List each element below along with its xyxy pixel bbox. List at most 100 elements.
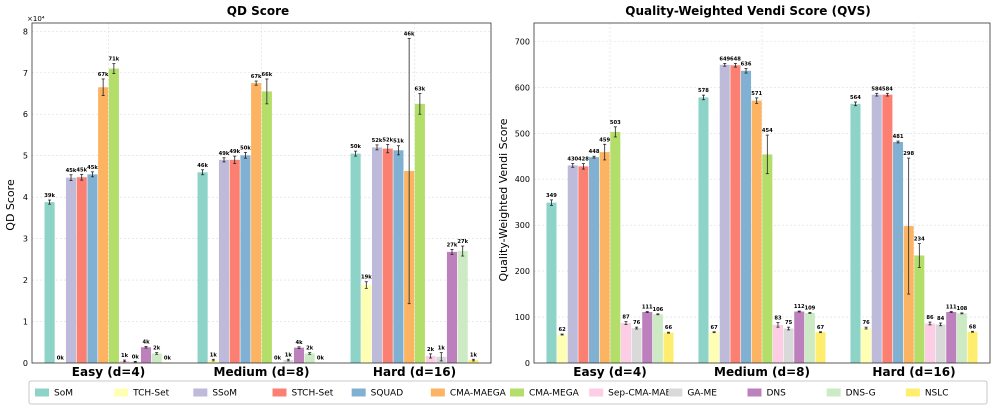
qvs-data-label: 108 bbox=[956, 306, 967, 312]
qvs-data-label: 76 bbox=[633, 320, 641, 326]
qvs-data-label: 66 bbox=[665, 325, 673, 331]
qvs-data-label: 75 bbox=[785, 320, 793, 326]
qd-bar-dns bbox=[293, 347, 305, 363]
chart-title-qd: QD Score bbox=[227, 4, 289, 18]
qvs-bar-squad bbox=[893, 142, 904, 363]
qd-data-label: 2k bbox=[427, 347, 435, 353]
qd-bar-cma-mega bbox=[261, 91, 272, 363]
qvs-y-tick-label: 600 bbox=[515, 83, 530, 92]
legend-label-nslc: NSLC bbox=[925, 389, 949, 399]
qd-data-label: 50k bbox=[240, 145, 251, 151]
qd-bar-squad bbox=[393, 150, 404, 363]
qd-bar-tch-set bbox=[361, 285, 372, 363]
qvs-y-tick-label: 100 bbox=[515, 313, 530, 322]
qvs-data-label: 481 bbox=[893, 134, 904, 140]
qd-data-label: 1k bbox=[470, 352, 478, 358]
qd-data-label: 27k bbox=[447, 242, 458, 248]
legend-swatch-cma-mega bbox=[510, 388, 524, 397]
legend-swatch-ga-me bbox=[668, 388, 683, 397]
qd-data-label: 39k bbox=[44, 193, 55, 199]
qvs-data-label: 68 bbox=[969, 324, 977, 330]
qvs-bar-cma-maega bbox=[599, 152, 610, 363]
legend-label-ga-me: GA-ME bbox=[687, 389, 717, 399]
qd-bar-ga-me bbox=[283, 360, 294, 363]
legend-swatch-dns-g bbox=[826, 388, 841, 397]
qd-bar-cma-maega bbox=[98, 87, 109, 363]
qd-bar-dns-g bbox=[304, 353, 315, 363]
qvs-bar-dns bbox=[642, 312, 653, 363]
qvs-bar-ssom bbox=[719, 64, 730, 363]
qvs-bar-squad bbox=[589, 157, 600, 363]
qd-data-label: 63k bbox=[415, 86, 426, 92]
qvs-bar-cma-mega bbox=[762, 154, 773, 363]
qvs-data-label: 454 bbox=[762, 128, 773, 134]
qd-y-tick-label: 3 bbox=[23, 235, 28, 244]
legend-swatch-stch-set bbox=[272, 388, 287, 397]
y-axis-scale-label-qd: ×10⁴ bbox=[27, 15, 45, 23]
qd-data-label: 52k bbox=[382, 137, 393, 143]
qd-y-tick-label: 6 bbox=[23, 110, 28, 119]
qvs-x-category-label: Hard (d=16) bbox=[872, 365, 955, 379]
y-axis-label-qd: QD Score bbox=[4, 179, 17, 231]
qd-y-tick-label: 1 bbox=[23, 318, 28, 327]
qvs-y-tick-label: 0 bbox=[525, 359, 530, 368]
qd-data-label: 2k bbox=[306, 346, 314, 352]
qvs-bar-cma-mega bbox=[610, 131, 621, 363]
qvs-data-label: 234 bbox=[914, 237, 925, 243]
qvs-x-category-label: Easy (d=4) bbox=[573, 365, 646, 379]
qvs-bar-ga-me bbox=[935, 324, 946, 363]
qd-bar-som bbox=[44, 202, 55, 363]
qvs-data-label: 67 bbox=[817, 325, 825, 331]
qvs-bar-dns bbox=[794, 311, 805, 363]
qvs-data-label: 459 bbox=[599, 137, 610, 143]
qvs-data-label: 430 bbox=[567, 157, 578, 163]
legend-label-stch-set: STCH-Set bbox=[292, 389, 334, 399]
qvs-bar-dns-g bbox=[652, 314, 663, 363]
qvs-y-tick-label: 200 bbox=[515, 267, 530, 276]
qd-bar-dns bbox=[446, 251, 458, 363]
qvs-data-label: 636 bbox=[741, 61, 752, 67]
qvs-data-label: 87 bbox=[622, 315, 630, 321]
qvs-bar-som bbox=[546, 202, 557, 363]
qd-bar-tch-set bbox=[208, 360, 219, 363]
qd-bar-ssom bbox=[371, 147, 383, 363]
qvs-data-label: 349 bbox=[546, 193, 557, 199]
qd-y-tick-label: 5 bbox=[23, 152, 28, 161]
qvs-data-label: 649 bbox=[719, 56, 730, 62]
qvs-bar-nslc bbox=[967, 331, 978, 363]
qd-data-label: 0k bbox=[132, 354, 140, 360]
qd-data-label: 4k bbox=[295, 340, 303, 346]
qvs-data-label: 578 bbox=[698, 88, 709, 94]
qvs-data-label: 106 bbox=[652, 307, 663, 313]
qvs-bar-stch-set bbox=[882, 94, 893, 364]
qvs-bar-sep-cma-mae bbox=[620, 323, 631, 363]
legend-label-sep-cma-mae: Sep-CMA-MAE bbox=[608, 389, 671, 399]
qd-data-label: 46k bbox=[197, 163, 208, 169]
qvs-y-tick-label: 400 bbox=[515, 175, 530, 184]
qvs-data-label: 648 bbox=[730, 56, 741, 62]
qvs-bar-cma-maega bbox=[751, 100, 762, 363]
qd-bar-cma-mega bbox=[414, 103, 425, 363]
qvs-data-label: 76 bbox=[863, 320, 871, 326]
qvs-data-label: 448 bbox=[589, 149, 600, 155]
chart-title-qvs: Quality-Weighted Vendi Score (QVS) bbox=[625, 4, 870, 18]
qd-data-label: 71k bbox=[109, 57, 120, 63]
qvs-bar-ssom bbox=[871, 94, 882, 364]
legend-swatch-sep-cma-mae bbox=[589, 388, 604, 397]
legend-swatch-cma-maega bbox=[430, 388, 445, 397]
qd-plot-frame bbox=[31, 22, 492, 364]
legend-swatch-ssom bbox=[193, 388, 208, 397]
qvs-bar-nslc bbox=[815, 332, 826, 363]
qd-data-label: 0k bbox=[57, 356, 65, 362]
qvs-data-label: 584 bbox=[871, 86, 882, 92]
qd-bar-ssom bbox=[65, 177, 77, 363]
qd-data-label: 2k bbox=[153, 346, 161, 352]
qd-bar-nslc bbox=[468, 360, 479, 363]
qd-data-label: 49k bbox=[229, 149, 240, 155]
qd-data-label: 45k bbox=[76, 167, 87, 173]
qvs-bar-tch-set bbox=[861, 328, 872, 363]
qvs-bar-ssom bbox=[567, 165, 578, 363]
qvs-bar-sep-cma-mae bbox=[772, 324, 783, 363]
qd-y-tick-label: 2 bbox=[23, 276, 28, 285]
